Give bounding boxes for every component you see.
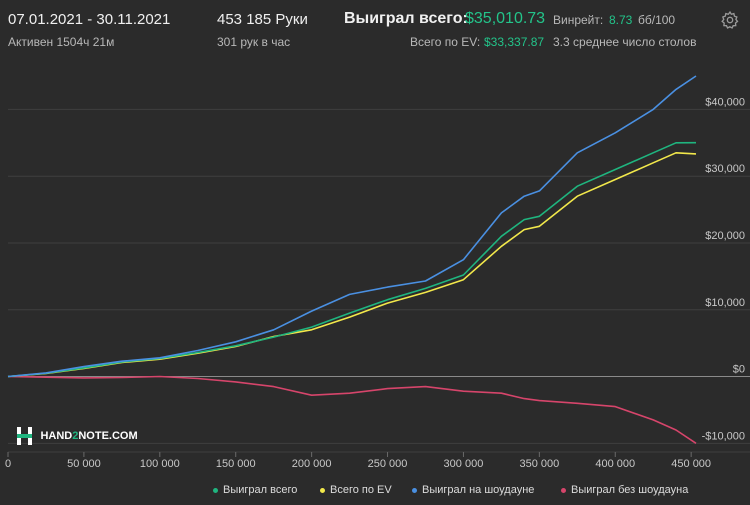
legend-item-nonshowdown[interactable]: Выиграл без шоудауна (561, 484, 688, 496)
x-tick-label: 350 000 (519, 458, 559, 470)
y-tick-label: -$10,000 (702, 430, 745, 442)
date-range[interactable]: 07.01.2021 - 30.11.2021 (8, 11, 171, 28)
chart-legend: Выиграл всего Всего по EV Выиграл на шоу… (0, 484, 750, 502)
winrate-value: 8.73 (609, 13, 633, 27)
avg-tables: 3.3 среднее число столов (553, 35, 697, 49)
legend-label: Выиграл всего (223, 484, 298, 496)
hand2note-logo: HAND2NOTE.COM (16, 426, 138, 446)
chart-grid (8, 108, 750, 453)
x-tick-label: 150 000 (216, 458, 256, 470)
summary-header: 07.01.2021 - 30.11.2021 Активен 1504ч 21… (0, 0, 750, 56)
won-total-label: Выиграл всего: (344, 10, 468, 27)
legend-item-won[interactable]: Выиграл всего (213, 484, 297, 496)
legend-item-showdown[interactable]: Выиграл на шоудауне (412, 484, 534, 496)
ev-total-value: $33,337.87 (484, 35, 545, 49)
hands-per-hour: 301 рук в час (217, 35, 291, 49)
x-tick-label: 450 000 (671, 458, 711, 470)
legend-dot (561, 487, 566, 493)
x-axis: 0 50 000 100 000 150 000 200 000 250 000 300 0… (5, 452, 711, 470)
logo-text-left: HAND (40, 430, 73, 442)
legend-label: Всего по EV (330, 484, 392, 496)
legend-dot (320, 487, 325, 493)
x-tick-label: 200 000 (292, 458, 332, 470)
x-tick-label: 300 000 (444, 458, 484, 470)
ev-total-label: Всего по EV: (410, 35, 481, 49)
x-tick-label: 0 (5, 458, 11, 470)
hands-count: 453 185 Руки (217, 11, 308, 28)
y-axis: -$10,000 $0 $10,000 $20,000 $30,000 $40,000 (702, 96, 745, 442)
winrate-unit: бб/100 (638, 13, 676, 27)
series-line (7, 375, 697, 444)
y-tick-label: $10,000 (705, 297, 745, 309)
active-time: Активен 1504ч 21м (8, 35, 115, 49)
series-line (7, 141, 697, 378)
legend-label: Выиграл без шоудауна (571, 484, 689, 496)
y-tick-label: $30,000 (705, 163, 745, 175)
y-tick-label: $0 (733, 364, 745, 376)
legend-item-ev[interactable]: Всего по EV (320, 484, 392, 496)
chart-series (7, 75, 697, 444)
profit-chart: -$10,000 $0 $10,000 $20,000 $30,000 $40,000 0… (5, 75, 750, 470)
x-tick-label: 100 000 (140, 458, 180, 470)
gear-icon[interactable] (720, 10, 740, 30)
legend-dot (213, 487, 218, 493)
series-line (7, 75, 697, 378)
y-tick-label: $40,000 (705, 96, 745, 108)
series-line (7, 152, 697, 378)
x-tick-label: 250 000 (368, 458, 408, 470)
won-total-value: $35,010.73 (465, 10, 546, 27)
x-tick-label: 50 000 (67, 458, 101, 470)
x-tick-label: 400 000 (595, 458, 635, 470)
hand2note-logo-icon (17, 427, 32, 445)
logo-text-right: NOTE.COM (78, 430, 138, 442)
legend-dot (412, 487, 417, 493)
y-tick-label: $20,000 (705, 230, 745, 242)
logo-text-mid: 2 (72, 430, 79, 442)
legend-label: Выиграл на шоудауне (422, 484, 535, 496)
winrate-label: Винрейт: (553, 13, 604, 27)
